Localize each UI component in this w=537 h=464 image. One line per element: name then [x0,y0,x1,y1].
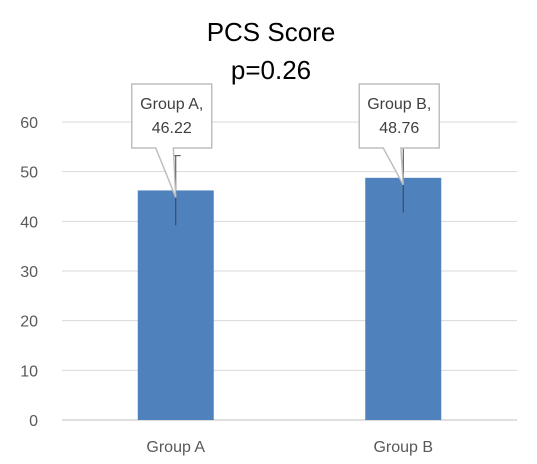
chart-title: PCS Score [207,17,336,47]
gridlines [62,121,517,421]
data-label: 48.76 [379,120,419,137]
bar [137,190,214,420]
y-tick-label: 50 [20,165,38,182]
y-tick-label: 40 [20,214,38,231]
y-tick-label: 30 [20,264,38,281]
y-tick-label: 20 [20,314,38,331]
x-tick-label: Group B [373,439,433,456]
data-callout-box [358,83,440,186]
y-tick-label: 0 [29,413,38,430]
data-callouts: Group A, 46.22 Group B, 48.76 [131,83,440,198]
y-tick-label: 60 [20,115,38,132]
x-axis-ticks: Group A Group B [146,439,433,456]
data-label: Group B, [367,96,431,113]
data-callout-box [131,83,213,198]
data-label: 46.22 [152,120,192,137]
chart-subtitle: p=0.26 [231,55,311,85]
x-tick-label: Group A [146,439,205,456]
y-axis-ticks: 0 10 20 30 40 50 60 [20,115,38,430]
y-tick-label: 10 [20,363,38,380]
data-label: Group A, [140,96,203,113]
bars [137,177,442,420]
bar [365,177,442,420]
